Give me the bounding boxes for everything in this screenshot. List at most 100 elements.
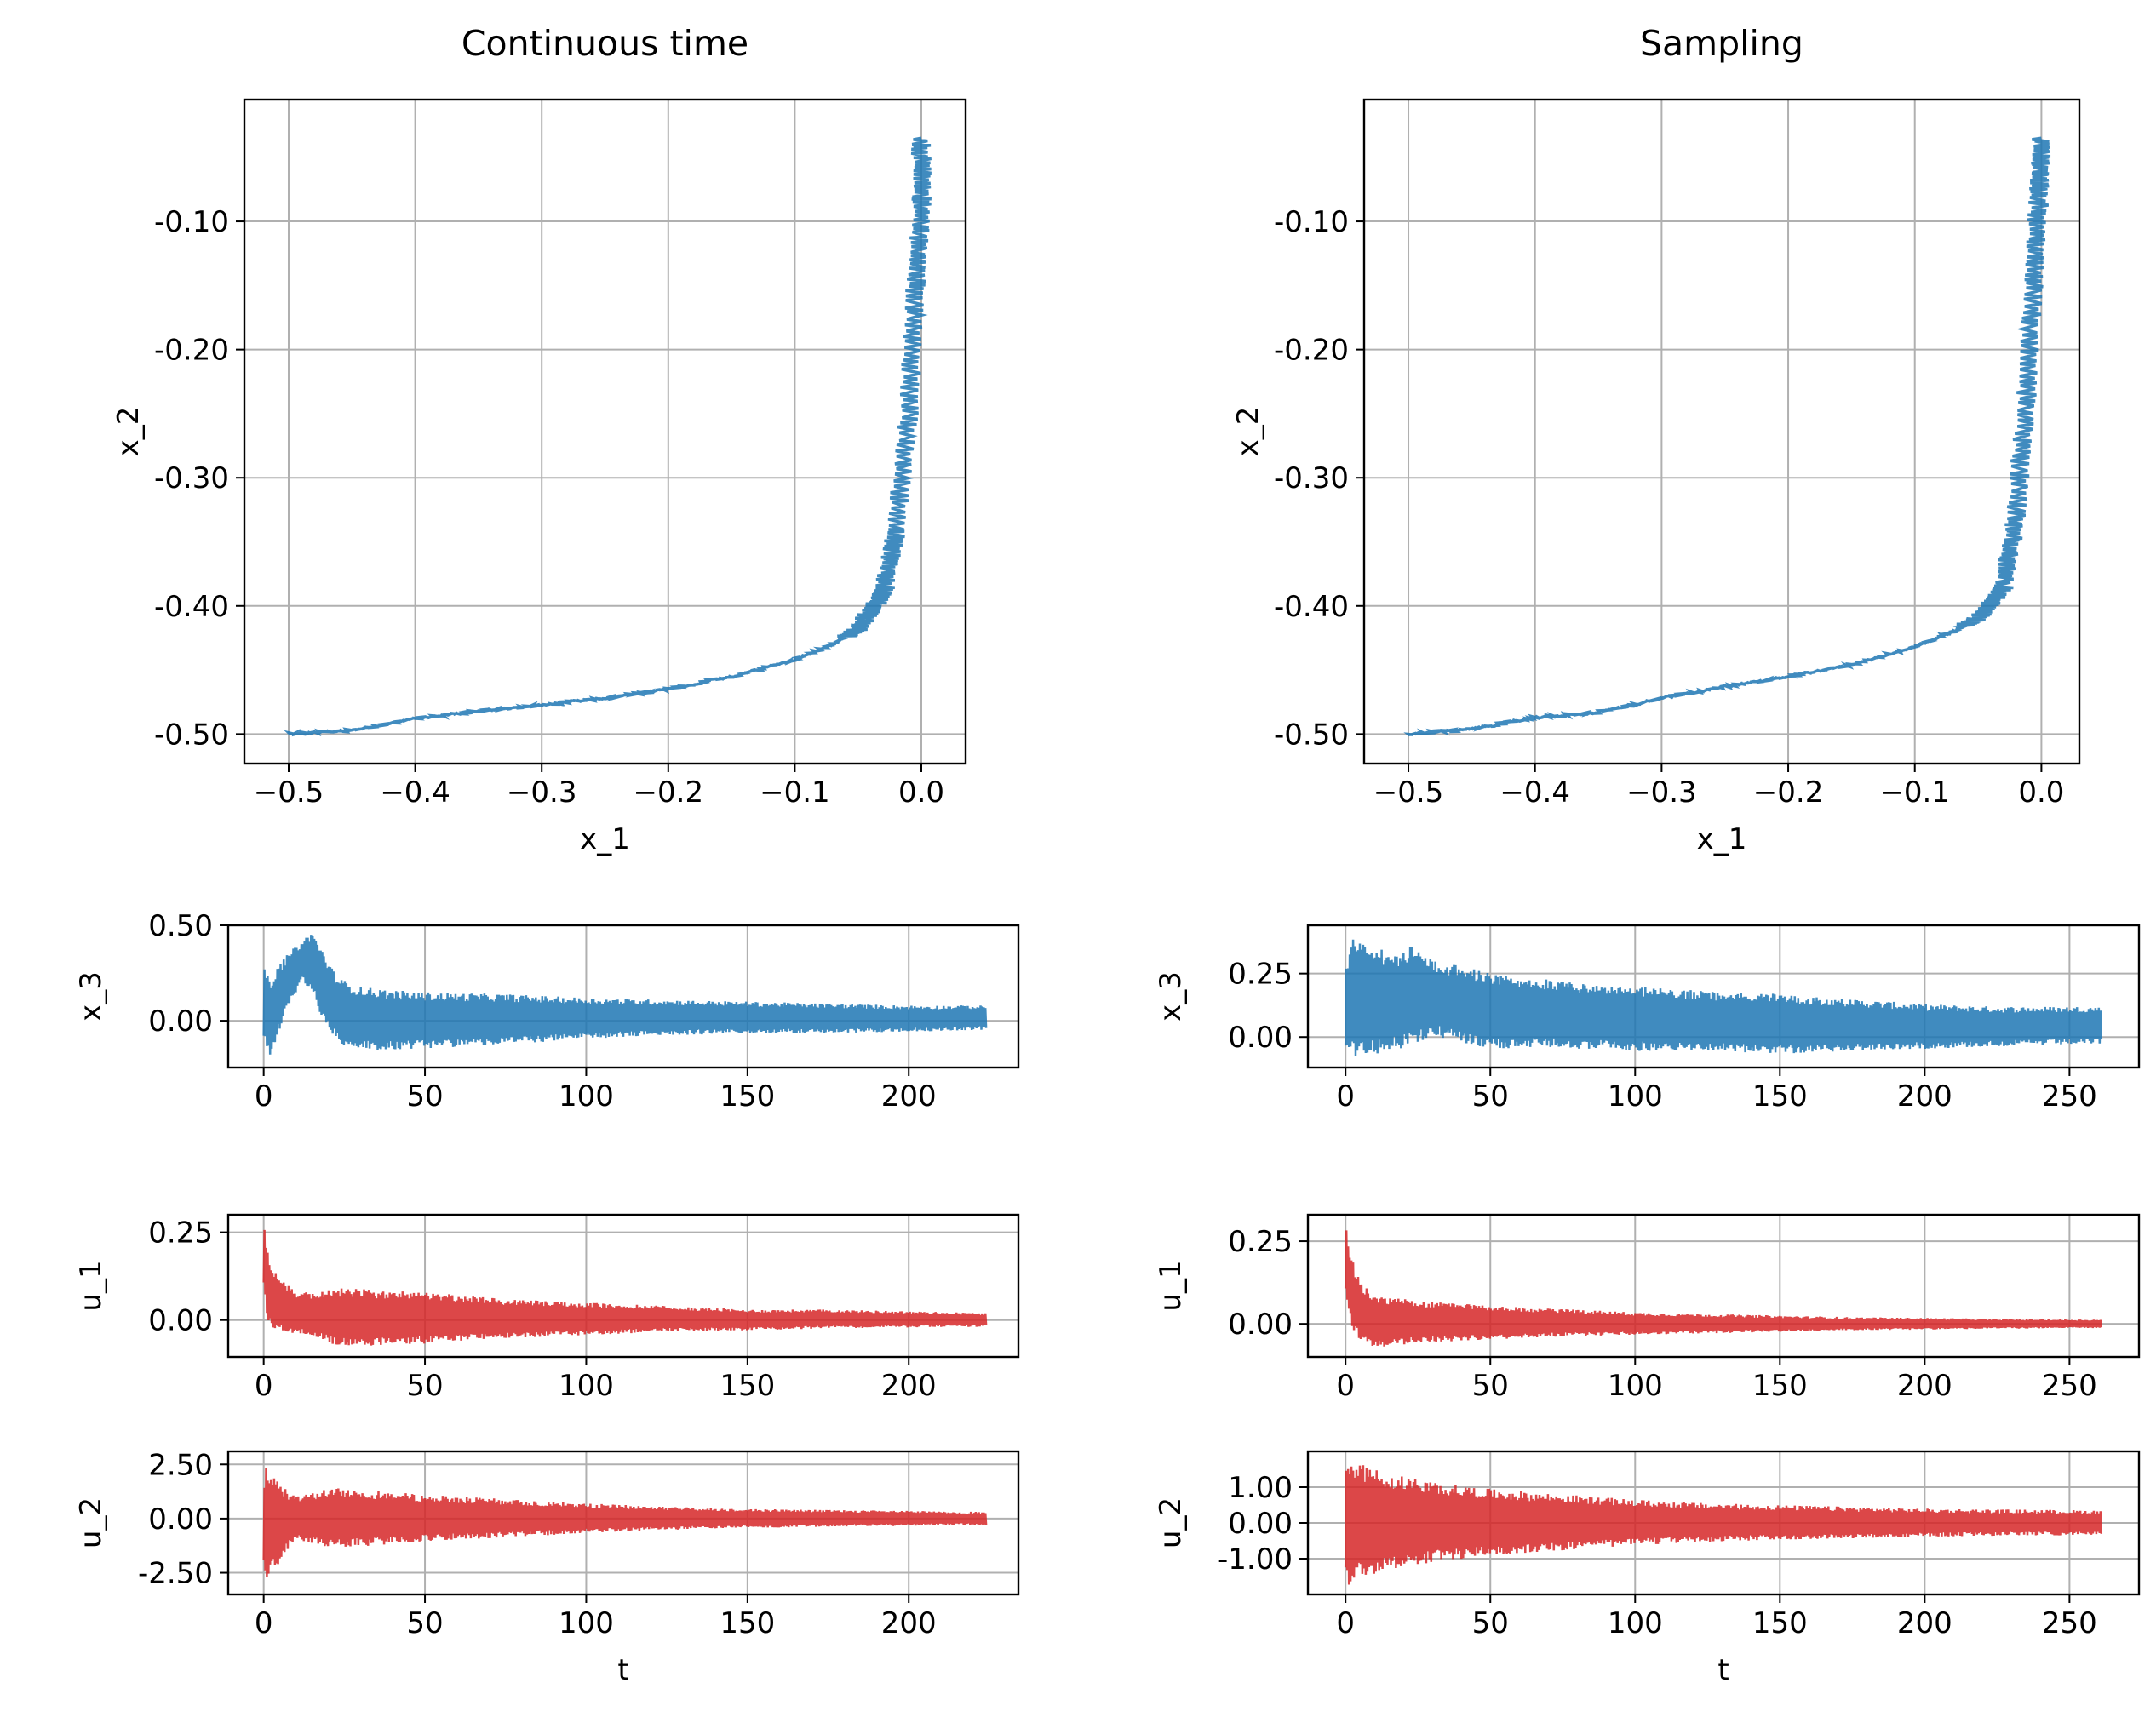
ct_phase-trajectory <box>284 136 932 737</box>
y-tick-label: -0.20 <box>154 334 229 368</box>
x-axis-label: x_1 <box>580 822 630 856</box>
x-axis-label: x_1 <box>1697 822 1747 856</box>
ct_phase-panel: −0.5 −0.4 −0.3 −0.2 −0.1 0.0 -0.10 -0.20 -0.30 -0… <box>112 23 967 856</box>
axes-frame <box>226 924 1020 1069</box>
x-tick-label: 0 <box>255 1369 273 1403</box>
y-tick-label: 0.25 <box>1228 1225 1293 1259</box>
y-axis-label: u_1 <box>74 1260 108 1311</box>
x-tick-label: 150 <box>720 1369 775 1403</box>
y-tick-label: 0.00 <box>148 1004 213 1039</box>
y-tick-label: 0.00 <box>1228 1021 1293 1055</box>
x-tick-label: 200 <box>1897 1606 1952 1640</box>
x-tick-label: −0.1 <box>760 776 830 810</box>
y-tick-label: -1.00 <box>1218 1542 1293 1577</box>
s_x3-series <box>1344 939 2103 1056</box>
y-tick-label: 0.00 <box>148 1304 213 1338</box>
y-tick-label: 0.50 <box>148 909 213 943</box>
x-tick-label: 100 <box>1608 1369 1663 1403</box>
y-tick-label: -0.30 <box>154 461 229 495</box>
x-tick-label: 0.0 <box>2018 776 2064 810</box>
x-tick-label: 0 <box>1336 1079 1355 1113</box>
x-tick-label: 250 <box>2042 1369 2097 1403</box>
y-tick-label: 0.00 <box>148 1502 213 1537</box>
x-tick-label: 150 <box>1752 1079 1808 1113</box>
y-tick-label: -2.50 <box>138 1557 213 1591</box>
ct_u2-series <box>262 1468 988 1578</box>
x-axis-label: t <box>617 1653 628 1687</box>
x-tick-label: 150 <box>720 1606 775 1640</box>
x-tick-label: −0.2 <box>1753 776 1824 810</box>
y-axis-label: u_1 <box>1154 1260 1188 1311</box>
x-tick-label: 50 <box>1472 1369 1509 1403</box>
y-tick-label: -0.40 <box>1274 590 1349 624</box>
y-tick-label: 0.00 <box>1228 1507 1293 1541</box>
y-axis-label: x_2 <box>1231 407 1265 457</box>
s_u2-series <box>1344 1465 2103 1585</box>
y-tick-label: -0.10 <box>154 205 229 239</box>
y-axis-label: x_3 <box>1154 971 1188 1022</box>
y-tick-label: -0.40 <box>154 590 229 624</box>
y-tick-label: -0.30 <box>1274 461 1349 495</box>
s_u1-panel: 0 50 100 150 200 250 0.25 0.00 u_1 <box>1154 1213 2141 1403</box>
x-tick-label: 150 <box>720 1079 775 1113</box>
axes-frame <box>1306 1213 2141 1359</box>
x-tick-label: 100 <box>559 1079 614 1113</box>
y-axis-label: u_2 <box>1154 1497 1188 1548</box>
x-tick-label: 50 <box>1472 1606 1509 1640</box>
axes-frame <box>1306 924 2141 1069</box>
x-tick-label: 150 <box>1752 1606 1808 1640</box>
x-tick-label: 0 <box>1336 1369 1355 1403</box>
y-axis-label: u_2 <box>74 1497 108 1548</box>
x-tick-label: 50 <box>406 1369 443 1403</box>
axes-frame <box>243 98 967 765</box>
x-tick-label: 0 <box>1336 1606 1355 1640</box>
ct_x3-panel: 0 50 100 150 200 0.50 0.00 x_3 <box>74 909 1020 1113</box>
x-axis-label: t <box>1717 1653 1729 1687</box>
y-axis-label: x_2 <box>112 407 146 457</box>
y-tick-label: 1.00 <box>1228 1471 1293 1505</box>
chart-title: Sampling <box>1640 23 1803 64</box>
y-tick-label: 0.25 <box>148 1216 213 1251</box>
ct_u2-panel: 0 50 100 150 200 2.50 0.00 -2.50 t u_2 <box>74 1448 1020 1687</box>
ct_u1-panel: 0 50 100 150 200 0.25 0.00 u_1 <box>74 1213 1020 1403</box>
x-tick-label: 50 <box>1472 1079 1509 1113</box>
x-tick-label: 200 <box>881 1079 937 1113</box>
x-tick-label: 250 <box>2042 1079 2097 1113</box>
y-axis-label: x_3 <box>74 971 108 1022</box>
y-tick-label: 2.50 <box>148 1448 213 1482</box>
s_u1-series <box>1344 1230 2103 1347</box>
x-tick-label: 50 <box>406 1079 443 1113</box>
x-tick-label: 150 <box>1752 1369 1808 1403</box>
x-tick-label: 100 <box>1608 1606 1663 1640</box>
axes-frame <box>226 1213 1020 1359</box>
y-tick-label: 0.00 <box>1228 1308 1293 1342</box>
y-tick-label: -0.10 <box>1274 205 1349 239</box>
x-tick-label: 50 <box>406 1606 443 1640</box>
x-tick-label: 0 <box>255 1606 273 1640</box>
x-tick-label: 100 <box>1608 1079 1663 1113</box>
x-tick-label: 100 <box>559 1369 614 1403</box>
y-tick-label: -0.20 <box>1274 334 1349 368</box>
x-tick-label: −0.4 <box>1499 776 1570 810</box>
y-tick-label: -0.50 <box>1274 718 1349 752</box>
x-tick-label: −0.3 <box>507 776 577 810</box>
axes-frame <box>226 1450 1020 1596</box>
ct_x3-series <box>262 935 988 1055</box>
x-tick-label: 200 <box>1897 1369 1952 1403</box>
x-tick-label: 200 <box>881 1606 937 1640</box>
s_x3-panel: 0 50 100 150 200 250 0.25 0.00 x_3 <box>1154 924 2141 1113</box>
chart-title: Continuous time <box>462 23 748 64</box>
y-tick-label: 0.25 <box>1228 958 1293 992</box>
axes-frame <box>1362 98 2081 765</box>
x-tick-label: 100 <box>559 1606 614 1640</box>
s_phase-panel: −0.5 −0.4 −0.3 −0.2 −0.1 0.0 -0.10 -0.20 -0.30 -0… <box>1231 23 2081 856</box>
x-tick-label: −0.5 <box>1373 776 1444 810</box>
x-tick-label: −0.5 <box>254 776 324 810</box>
x-tick-label: 200 <box>1897 1079 1952 1113</box>
ct_u1-series <box>262 1229 988 1346</box>
x-tick-label: 0 <box>255 1079 273 1113</box>
x-tick-label: −0.2 <box>634 776 704 810</box>
x-tick-label: −0.3 <box>1626 776 1697 810</box>
x-tick-label: −0.4 <box>380 776 450 810</box>
